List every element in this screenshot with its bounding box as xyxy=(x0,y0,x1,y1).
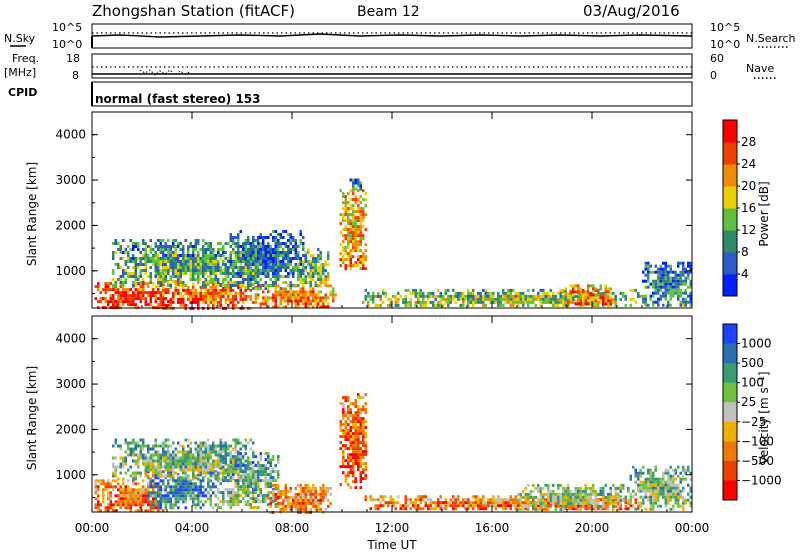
y-tick-label: 2000 xyxy=(55,218,86,232)
noise-sky-label: N.Sky xyxy=(4,32,36,45)
colorbar-tick-label: 24 xyxy=(741,157,756,171)
power-colorbar-label: Power [dB] xyxy=(757,181,771,246)
colorbar-swatch xyxy=(723,382,737,403)
colorbar-swatch xyxy=(723,441,737,462)
nave-dip xyxy=(139,69,191,76)
colorbar-tick-label: 25 xyxy=(741,395,756,409)
noise-left-tick-bottom: 10^0 xyxy=(52,38,82,51)
echo-region xyxy=(112,239,262,287)
echo-region xyxy=(339,393,367,490)
colorbar-tick-label: 500 xyxy=(741,356,764,370)
station-title: Zhongshan Station (fitACF) xyxy=(92,2,295,20)
date-label: 03/Aug/2016 xyxy=(583,2,680,20)
echo-region xyxy=(94,479,167,513)
echo-region xyxy=(267,483,332,514)
colorbar-swatch xyxy=(723,120,737,143)
colorbar-swatch xyxy=(723,230,737,253)
colorbar-swatch xyxy=(723,421,737,442)
colorbar-tick-label: 28 xyxy=(741,135,756,149)
x-tick-label: 00:00 xyxy=(75,521,110,535)
echo-region xyxy=(517,483,630,511)
velocity-colorbar-label: Velocity [m s⁻¹] xyxy=(757,371,771,464)
colorbar-tick-label: 4 xyxy=(741,267,749,281)
echo-region xyxy=(254,284,337,309)
x-tick-label: 04:00 xyxy=(175,521,210,535)
power-y-axis: 1000 2000 3000 4000 xyxy=(55,128,692,294)
freq-left-tick-top: 18 xyxy=(66,52,80,65)
freq-right-tick-bottom: 0 xyxy=(710,69,717,82)
colorbar-frame xyxy=(722,323,738,501)
freq-label-line2: [MHz] xyxy=(4,66,36,79)
colorbar-tick-label: 12 xyxy=(741,223,756,237)
cpid-label: CPID xyxy=(8,86,37,99)
y-tick-label: 3000 xyxy=(55,173,86,187)
colorbar-swatch xyxy=(723,252,737,275)
echo-region xyxy=(629,465,692,511)
freq-panel-frame xyxy=(91,53,693,79)
colorbar-swatch xyxy=(723,480,737,501)
y-tick-label: 3000 xyxy=(55,377,86,391)
colorbar-tick-label: 8 xyxy=(741,245,749,259)
colorbar-swatch xyxy=(723,324,737,345)
colorbar-tick-label: −1000 xyxy=(741,473,782,487)
echo-region xyxy=(147,470,217,510)
y-tick-label: 1000 xyxy=(55,468,86,482)
x-axis-label: Time UT xyxy=(366,538,417,552)
power-data-layer xyxy=(94,178,692,310)
x-tick-label: 20:00 xyxy=(575,521,610,535)
velocity-y-axis: 1000 2000 3000 4000 xyxy=(55,332,692,498)
colorbar-swatch xyxy=(723,363,737,384)
colorbar-swatch xyxy=(723,460,737,481)
time-x-axis: 00:00 04:00 08:00 12:00 16:00 20:00 00:00 xyxy=(75,112,710,535)
echo-region xyxy=(562,284,612,306)
colorbar-tick-label: 16 xyxy=(741,201,756,215)
x-tick-label: 12:00 xyxy=(375,521,410,535)
y-tick-label: 4000 xyxy=(55,332,86,346)
colorbar-swatch xyxy=(723,208,737,231)
noise-sky-line xyxy=(91,33,693,38)
colorbar-tick-label: 1000 xyxy=(741,337,772,351)
power-y-label: Slant Range [km] xyxy=(25,162,39,266)
colorbar-tick-label: −100 xyxy=(741,434,774,448)
x-tick-label: 00:00 xyxy=(675,521,710,535)
colorbar-swatch xyxy=(723,402,737,423)
echo-region xyxy=(339,189,367,271)
echo-region xyxy=(112,438,255,481)
freq-right-tick-top: 60 xyxy=(710,52,724,65)
noise-right-tick-bottom: 10^0 xyxy=(710,38,740,51)
y-tick-label: 1000 xyxy=(55,264,86,278)
velocity-data-layer xyxy=(94,393,692,514)
y-tick-label: 2000 xyxy=(55,422,86,436)
cpid-text: normal (fast stereo) 153 xyxy=(95,92,261,106)
echo-region xyxy=(349,178,362,191)
x-tick-label: 16:00 xyxy=(475,521,510,535)
colorbar-swatch xyxy=(723,274,737,297)
noise-right-tick-top: 10^5 xyxy=(710,21,740,34)
colorbar-swatch xyxy=(723,343,737,364)
y-tick-label: 4000 xyxy=(55,128,86,142)
velocity-colorbar: 1000 500 100 25 −25 −100 −500 −1000 xyxy=(722,323,782,501)
colorbar-swatch xyxy=(723,142,737,165)
power-colorbar: 4 8 12 16 20 24 28 xyxy=(722,119,756,297)
freq-left-tick-bottom: 8 xyxy=(72,69,79,82)
colorbar-tick-label: −500 xyxy=(741,454,774,468)
colorbar-tick-label: −25 xyxy=(741,415,766,429)
x-tick-label: 08:00 xyxy=(275,521,310,535)
noise-search-label: N.Search xyxy=(746,32,796,45)
velocity-y-label: Slant Range [km] xyxy=(25,366,39,470)
beam-label: Beam 12 xyxy=(357,4,420,20)
echo-region xyxy=(297,248,330,288)
colorbar-swatch xyxy=(723,164,737,187)
colorbar-swatch xyxy=(723,186,737,209)
echo-region xyxy=(229,230,305,290)
colorbar-tick-label: 100 xyxy=(741,376,764,390)
nave-label: Nave xyxy=(746,62,774,75)
colorbar-tick-label: 20 xyxy=(741,179,756,193)
echo-region xyxy=(642,261,692,307)
noise-left-tick-top: 10^5 xyxy=(52,21,82,34)
freq-label-line1: Freq. xyxy=(12,52,39,65)
